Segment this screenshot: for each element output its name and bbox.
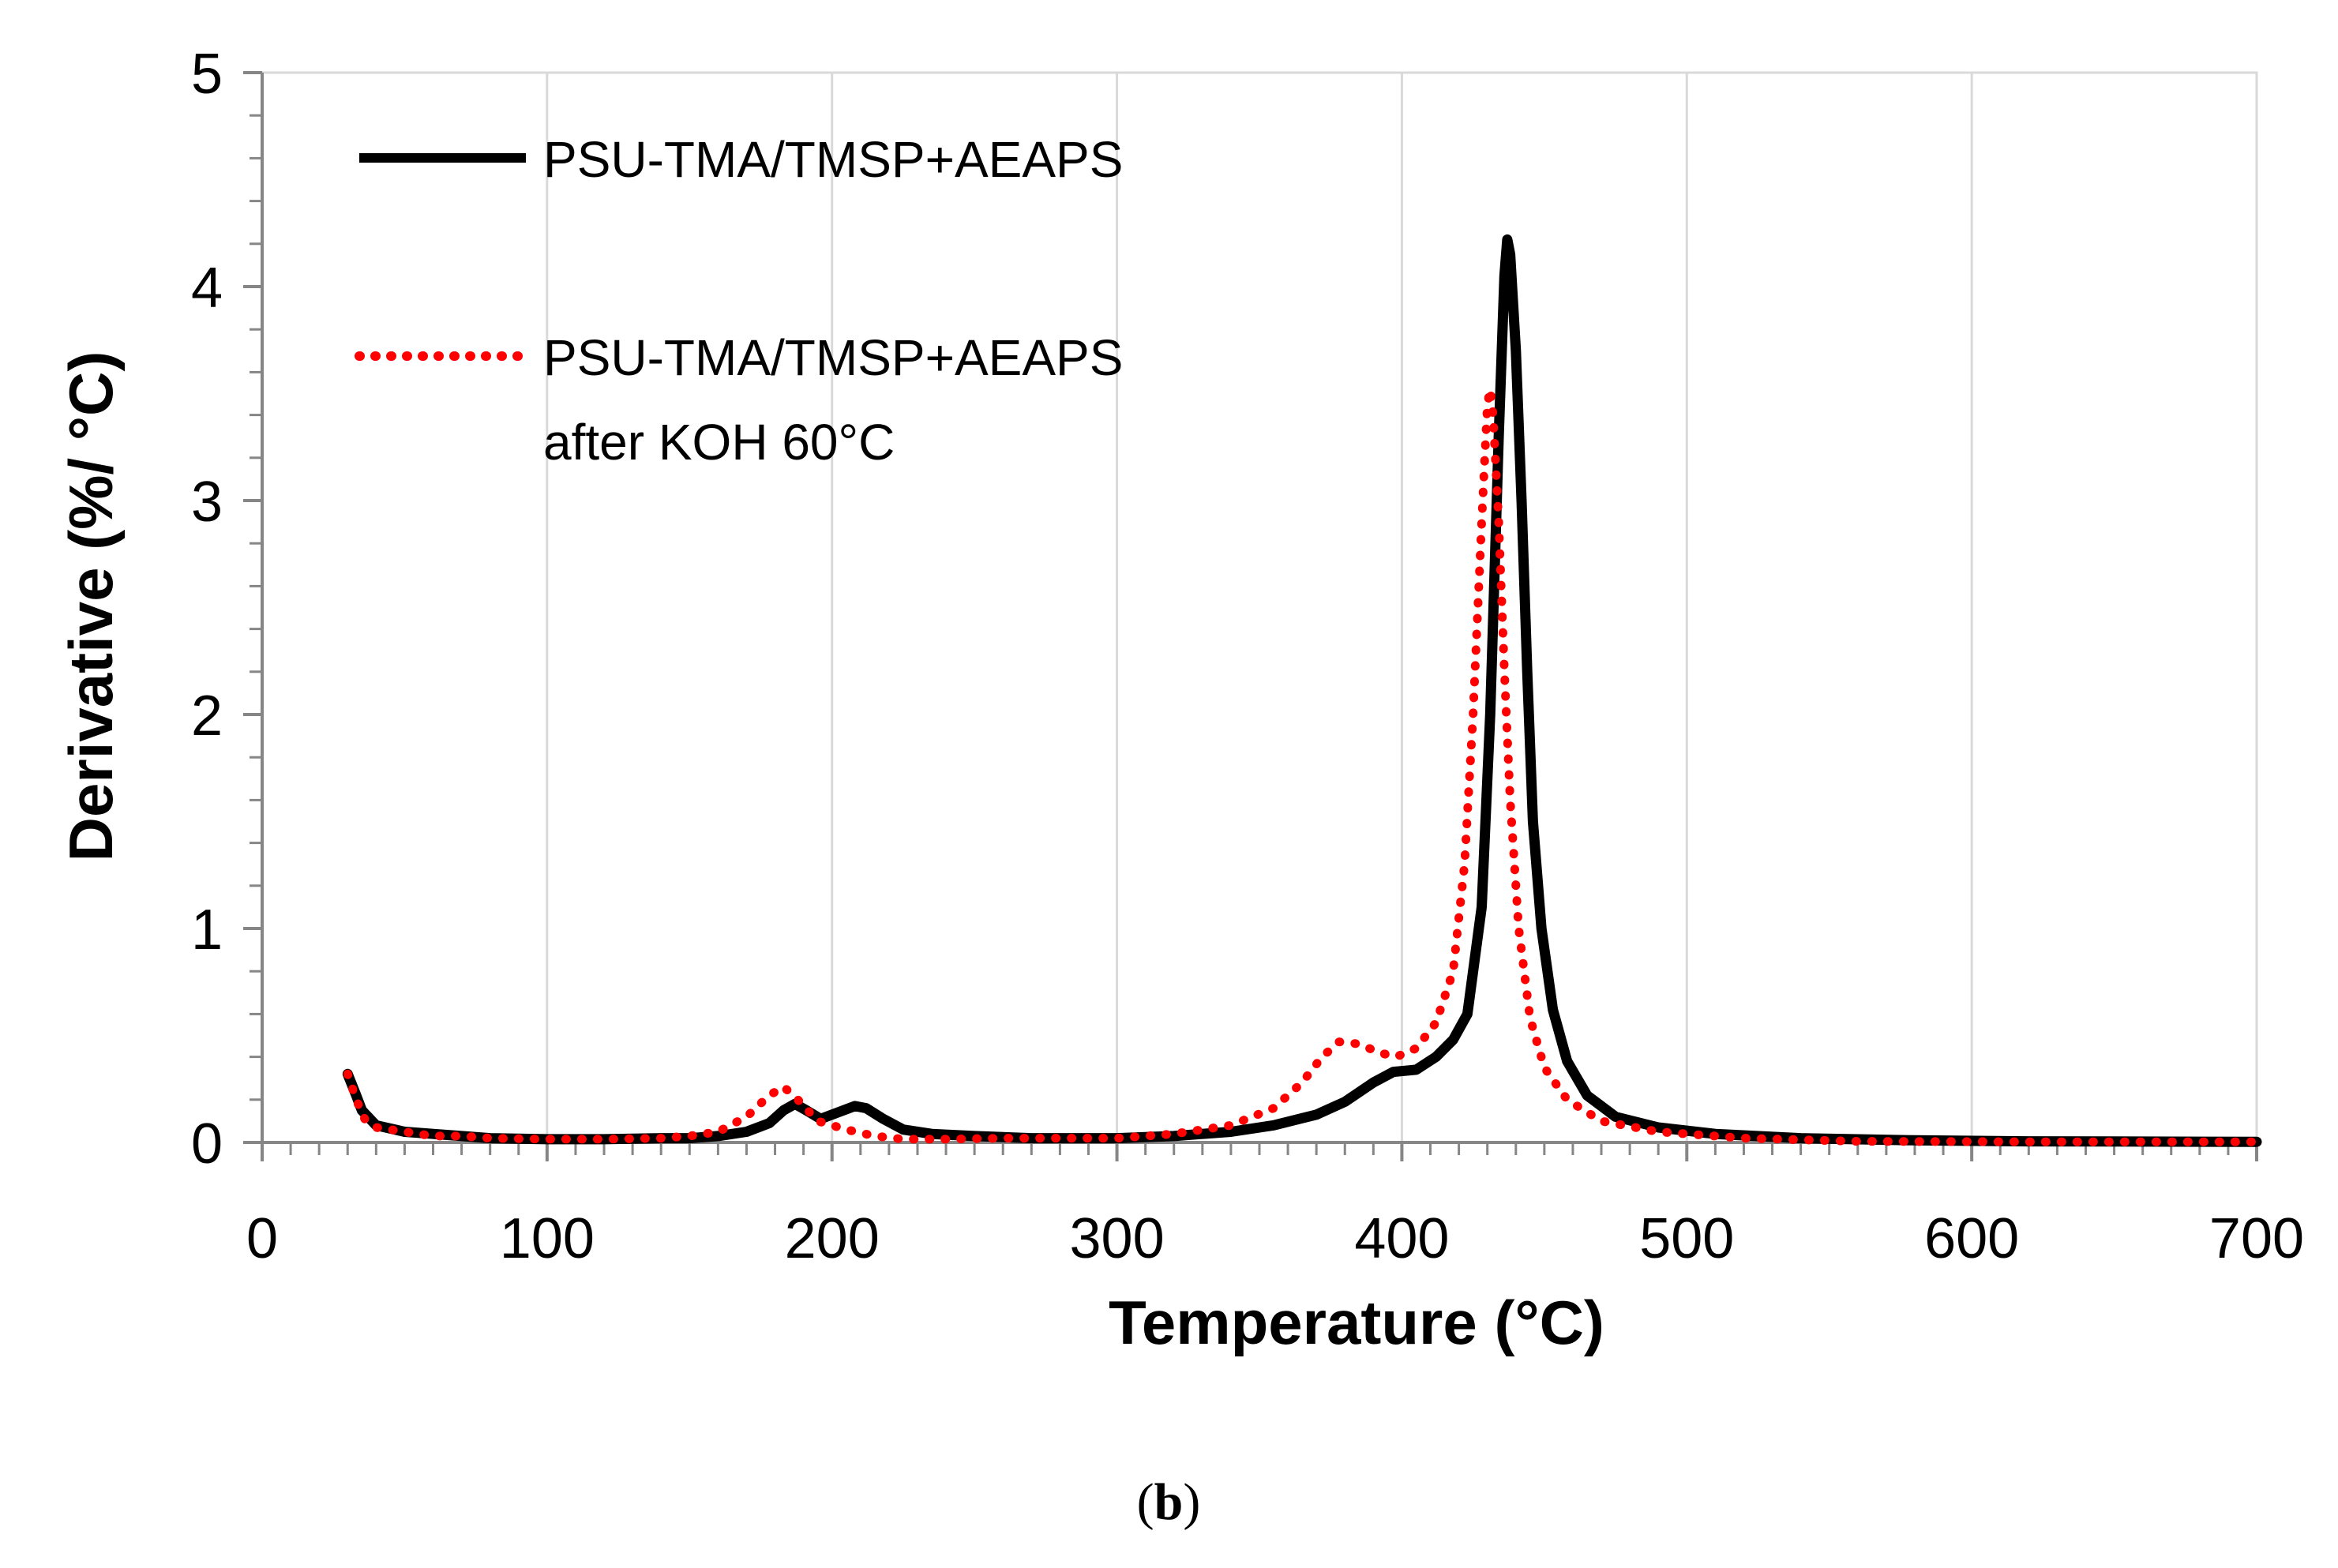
- caption-letter: b: [1154, 1473, 1184, 1531]
- x-tick-label-500: 500: [1639, 1207, 1734, 1270]
- legend: PSU-TMA/TMSP+AEAPS PSU-TMA/TMSP+AEAPS af…: [355, 131, 1123, 471]
- legend-label-series-2-line-1: PSU-TMA/TMSP+AEAPS: [543, 329, 1123, 386]
- y-tick-label-4: 4: [191, 257, 223, 320]
- y-tick-label-5: 5: [191, 43, 223, 106]
- figure-caption: (b): [1137, 1473, 1201, 1531]
- x-tick-label-300: 300: [1070, 1207, 1165, 1270]
- x-tick-label-700: 700: [2209, 1207, 2304, 1270]
- series-line-psu-tma: [342, 234, 2262, 1147]
- y-axis-title: Derivative (%/ °C): [56, 351, 126, 862]
- legend-label-series-2-line-2: after KOH 60°C: [543, 414, 895, 471]
- x-tick-label-0: 0: [246, 1207, 278, 1270]
- y-tick-label-1: 1: [191, 898, 223, 962]
- series-line-after-koh: [343, 384, 2261, 1146]
- y-tick-labels: 0 1 2 3 4 5: [191, 43, 223, 1176]
- caption-open-paren: (: [1137, 1473, 1154, 1531]
- x-tick-label-600: 600: [1924, 1207, 2019, 1270]
- y-tick-label-3: 3: [191, 471, 223, 534]
- data-series: [342, 234, 2262, 1147]
- y-tick-label-0: 0: [191, 1112, 223, 1176]
- vertical-gridlines: [546, 73, 2258, 1142]
- x-tick-label-100: 100: [500, 1207, 595, 1270]
- plot-frame: [261, 71, 2258, 1144]
- x-axis-title: Temperature (°C): [1109, 1288, 1604, 1357]
- y-tick-label-2: 2: [191, 685, 223, 748]
- caption-close-paren: ): [1183, 1473, 1200, 1531]
- legend-label-series-1: PSU-TMA/TMSP+AEAPS: [543, 131, 1123, 188]
- x-tick-label-200: 200: [785, 1207, 880, 1270]
- x-tick-labels: 0 100 200 300 400 500 600 700: [246, 1207, 2304, 1270]
- x-tick-label-400: 400: [1354, 1207, 1449, 1270]
